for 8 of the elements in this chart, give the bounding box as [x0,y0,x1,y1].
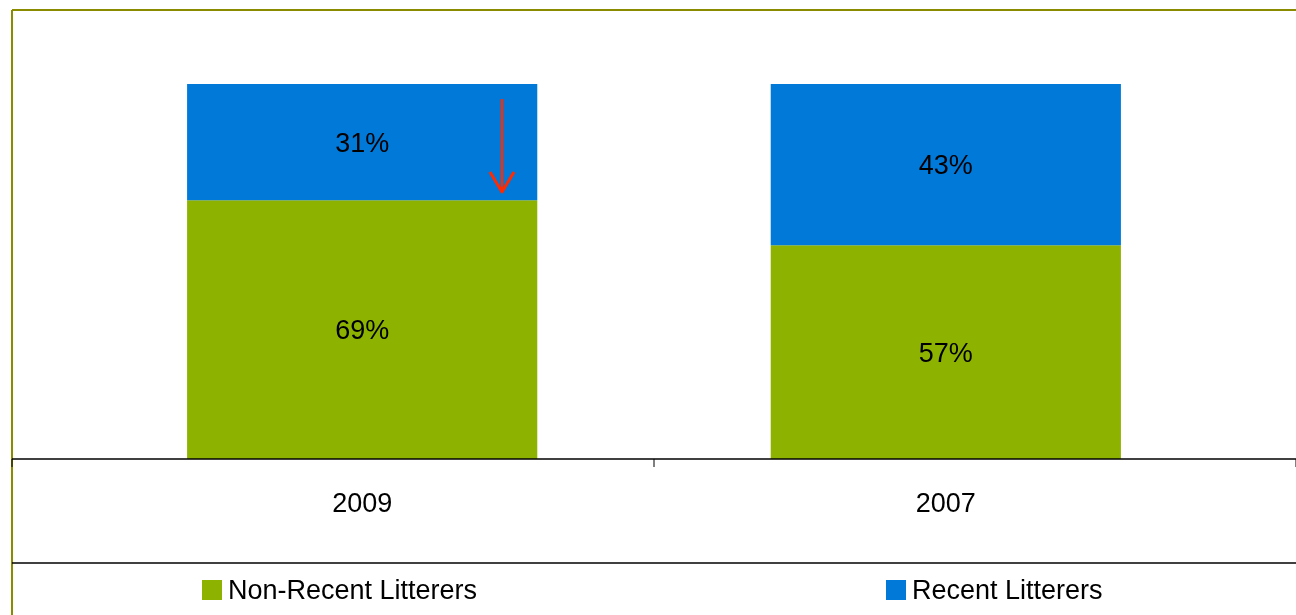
data-label: 69% [335,315,390,346]
x-tick-label: 2009 [332,488,393,518]
legend-label: Recent Litterers [912,575,1103,606]
data-label: 43% [918,150,973,181]
x-tick-label: 2007 [915,488,976,518]
legend-label: Non-Recent Litterers [228,575,478,606]
data-label: 31% [335,127,390,158]
data-label: 57% [918,337,973,368]
